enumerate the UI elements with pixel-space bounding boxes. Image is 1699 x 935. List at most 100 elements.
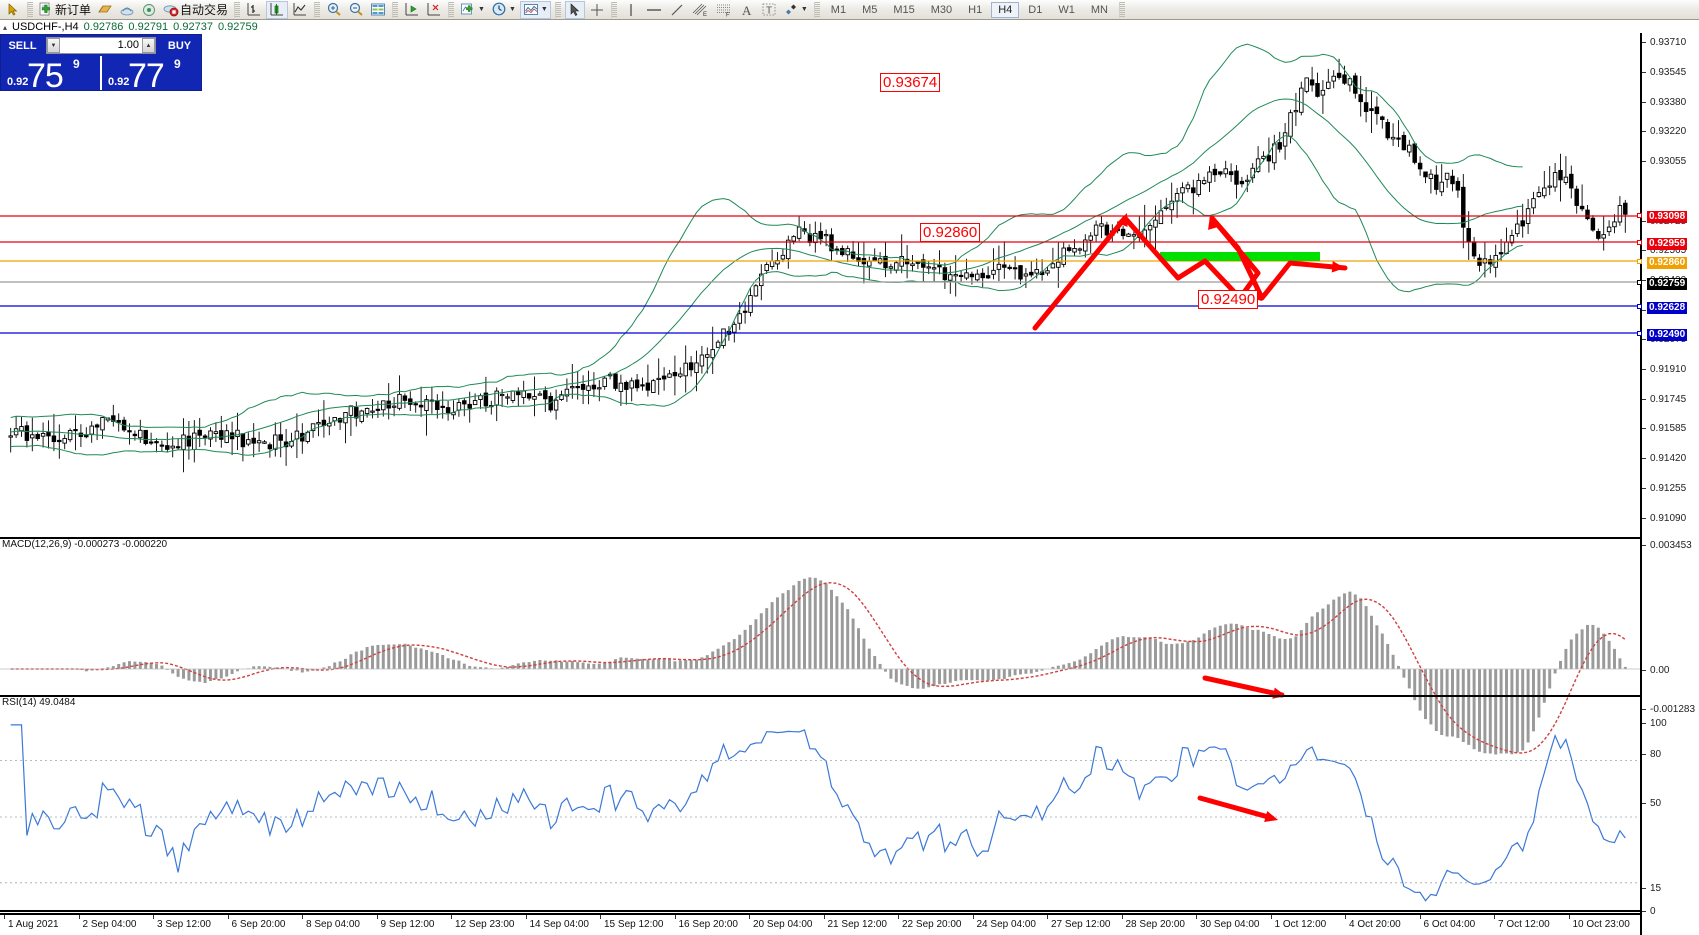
rsi-tick-label: 80 (1650, 749, 1662, 760)
chart-price-annotation[interactable]: 0.92860 (920, 223, 981, 242)
timeframe-m5[interactable]: M5 (862, 3, 878, 16)
chevron-down-icon[interactable]: ▼ (540, 6, 548, 13)
chart-shift-icon[interactable] (424, 1, 444, 19)
buy-price-fraction: 9 (174, 57, 181, 71)
price-level-tag[interactable]: 0.92490 (1647, 329, 1688, 341)
pane-separator-macd (0, 537, 1699, 539)
crosshair-icon[interactable] (587, 1, 607, 19)
time-tick-mark (1121, 915, 1123, 919)
price-level-tag[interactable]: 0.92628 (1647, 302, 1688, 314)
time-tick-label: 6 Sep 20:00 (231, 919, 286, 930)
volume-stepper[interactable]: ▼ 1.00 ▲ (46, 37, 156, 54)
timeframe-mn[interactable]: MN (1090, 3, 1108, 16)
equidistant-channel-icon[interactable]: E (689, 1, 711, 19)
price-level-handle[interactable] (1637, 240, 1642, 245)
chevron-down-icon[interactable]: ▼ (478, 6, 485, 13)
history-icon[interactable] (95, 1, 115, 19)
price-level-handle[interactable] (1637, 280, 1642, 285)
time-tick-label: 1 Oct 12:00 (1274, 919, 1327, 930)
price-level-tag[interactable]: 0.92959 (1647, 238, 1688, 250)
price-level-handle[interactable] (1637, 259, 1642, 264)
price-tick-mark (1642, 428, 1646, 430)
auto-trading-button[interactable]: 自动交易 (161, 1, 230, 19)
cursor-tool-icon[interactable] (3, 1, 23, 19)
candlestick-chart-icon[interactable] (266, 0, 289, 19)
price-tick-mark (1642, 369, 1646, 371)
buy-button[interactable]: 0.92 77 9 (100, 56, 201, 90)
data-window-icon[interactable] (368, 1, 388, 19)
vertical-line-icon[interactable] (621, 1, 641, 19)
auto-scroll-icon[interactable] (402, 1, 422, 19)
timeframe-h4[interactable]: H4 (991, 1, 1020, 18)
time-axis[interactable]: 1 Aug 2021 2 Sep 04:00 3 Sep 12:00 6 Sep 20… (0, 913, 1640, 935)
volume-input[interactable]: 1.00 (60, 38, 142, 53)
price-level-tag[interactable]: 0.92759 (1647, 278, 1688, 290)
one-click-trading-panel[interactable]: SELL ▼ 1.00 ▲ BUY 0.92 75 9 0.92 77 9 (0, 34, 202, 91)
macd-tick-label: -0.001283 (1650, 704, 1696, 715)
shapes-icon[interactable]: ▼ (781, 1, 810, 19)
templates-icon[interactable]: ▼ (519, 0, 551, 19)
period-clock-icon[interactable]: ▼ (489, 1, 518, 19)
chart-price-annotation[interactable]: 0.93674 (880, 73, 941, 92)
trend-line-icon[interactable] (667, 1, 687, 19)
text-label-icon[interactable]: A (737, 1, 757, 19)
add-indicator-button[interactable]: ▼ (458, 1, 487, 19)
price-tick-label: 0.93545 (1650, 67, 1687, 79)
price-level-tag[interactable]: 0.92860 (1647, 257, 1688, 269)
timeframe-m15[interactable]: M15 (893, 3, 915, 16)
svg-text:T: T (766, 6, 772, 17)
timeframe-w1[interactable]: W1 (1058, 3, 1075, 16)
price-tick-mark (1642, 518, 1646, 520)
volume-decrement-button[interactable]: ▼ (47, 38, 60, 53)
volume-increment-button[interactable]: ▲ (142, 38, 155, 53)
rsi-tick-label: 50 (1650, 798, 1662, 809)
timeframe-m1[interactable]: M1 (830, 3, 847, 16)
new-order-button[interactable]: 新订单 (37, 1, 93, 19)
price-axis[interactable]: 0.93710 0.93545 0.93380 0.93220 0.93055 0.927… (1637, 33, 1699, 935)
toolbar-separator (314, 1, 321, 18)
price-level-handle[interactable] (1637, 304, 1642, 309)
zoom-out-icon[interactable] (346, 1, 366, 19)
price-level-handle[interactable] (1637, 213, 1642, 218)
toolbar-separator (448, 1, 455, 18)
line-chart-icon[interactable] (290, 1, 310, 19)
rsi-tick-label: 100 (1650, 718, 1667, 729)
timeframe-d1[interactable]: D1 (1028, 3, 1043, 16)
time-tick-label: 3 Sep 12:00 (157, 919, 211, 930)
time-tick-mark (451, 915, 452, 919)
chevron-down-icon[interactable]: ▼ (800, 6, 808, 13)
fibonacci-icon[interactable]: F (713, 1, 735, 19)
macd-tick-mark (1642, 545, 1646, 546)
chart-price-annotation[interactable]: 0.92490 (1198, 290, 1259, 309)
chart-container[interactable]: MACD(12,26,9) -0.000273 -0.000220 RSI(14… (0, 33, 1699, 935)
horizontal-line-icon[interactable] (643, 1, 665, 19)
price-tick-label: 0.92565 (1650, 245, 1687, 257)
symbol-arrow-icon: ▴ (3, 22, 8, 32)
price-tick-mark (1642, 339, 1646, 341)
terminal-icon[interactable] (117, 1, 137, 19)
chevron-down-icon[interactable]: ▼ (508, 6, 516, 13)
cursor-arrow-icon[interactable] (564, 0, 585, 19)
rsi-tick-mark (1642, 803, 1646, 804)
timeframe-h1[interactable]: H1 (968, 3, 983, 16)
text-box-icon[interactable]: T (759, 1, 779, 19)
signals-icon[interactable] (139, 1, 159, 19)
time-tick-label: 10 Oct 23:00 (1572, 919, 1630, 930)
main-toolbar: 新订单 自动交易 ▼ ▼ (0, 0, 1699, 20)
price-level-handle[interactable] (1637, 331, 1642, 336)
time-tick-mark (972, 915, 974, 919)
time-tick-mark (302, 915, 303, 919)
time-tick-mark (1568, 915, 1570, 919)
timeframe-m30[interactable]: M30 (930, 3, 953, 16)
sell-button[interactable]: 0.92 75 9 (1, 56, 100, 90)
time-tick-mark (4, 915, 5, 919)
bar-chart-icon[interactable] (244, 1, 264, 19)
auto-trading-label: 自动交易 (180, 3, 229, 17)
chart-canvas[interactable] (0, 33, 1640, 913)
toolbar-separator (234, 1, 241, 18)
svg-text:A: A (742, 3, 752, 17)
pane-separator-bottom (0, 910, 1699, 912)
price-level-tag[interactable]: 0.93098 (1647, 211, 1688, 223)
time-tick-mark (153, 915, 154, 919)
zoom-in-icon[interactable] (324, 1, 344, 19)
